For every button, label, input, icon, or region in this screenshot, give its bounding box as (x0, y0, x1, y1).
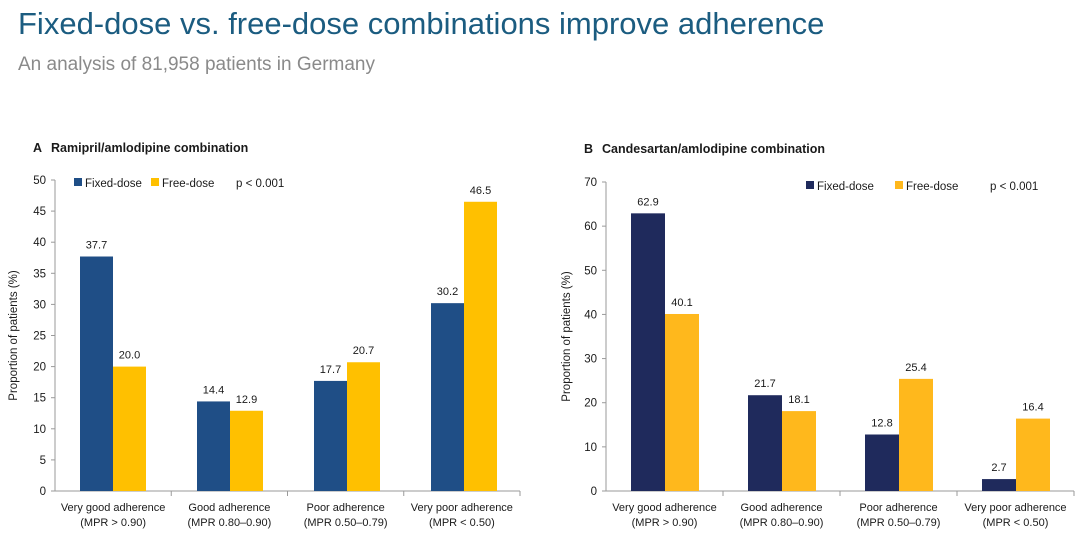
bar-free-dose-2 (782, 411, 816, 491)
x-category-sublabel: (MPR 0.50–0.79) (857, 517, 941, 529)
bar-fixed-dose-4 (431, 303, 464, 491)
data-label: 46.5 (470, 185, 491, 197)
y-tick-label: 45 (33, 206, 46, 218)
panel-title-text: Ramipril/amlodipine combination (51, 141, 248, 155)
y-tick-label: 50 (584, 265, 597, 277)
bar-free-dose-3 (347, 362, 380, 491)
y-tick-label: 60 (584, 221, 597, 233)
x-category-label: Poor adherence (859, 502, 937, 514)
legend-swatch (895, 181, 903, 189)
legend: Fixed-dose Free-dose p < 0.001 (806, 181, 1038, 193)
y-tick-label: 30 (584, 354, 597, 366)
bar-free-dose-4 (464, 201, 497, 491)
legend-label: Free-dose (906, 181, 958, 193)
bar-fixed-dose-2 (748, 395, 782, 491)
y-axis-label: Proportion of patients (%) (8, 270, 20, 401)
x-category-label: Good adherence (188, 502, 270, 514)
legend: Fixed-dose Free-dose p < 0.001 (74, 178, 284, 190)
y-tick-label: 35 (33, 268, 46, 280)
bar-fixed-dose-1 (631, 213, 665, 491)
y-tick-label: 0 (40, 486, 46, 498)
y-tick-label: 10 (584, 442, 597, 454)
bar-free-dose-3 (899, 378, 933, 491)
p-value-annotation: p < 0.001 (990, 181, 1038, 193)
bar-fixed-dose-2 (197, 401, 230, 491)
data-label: 30.2 (437, 286, 458, 298)
x-category-sublabel: (MPR 0.80–0.90) (187, 517, 271, 529)
panel-letter: B (584, 142, 593, 156)
data-label: 20.0 (119, 350, 140, 362)
data-label: 12.8 (871, 417, 892, 429)
y-tick-label: 30 (33, 299, 46, 311)
y-axis-label: Proportion of patients (%) (561, 271, 573, 402)
data-label: 20.7 (353, 345, 374, 357)
y-tick-label: 20 (584, 398, 597, 410)
data-label: 16.4 (1022, 402, 1043, 414)
legend-swatch (74, 178, 82, 186)
bar-fixed-dose-3 (865, 434, 899, 491)
bar-free-dose-2 (230, 410, 263, 491)
x-category-label: Very poor adherence (964, 502, 1066, 514)
panel-title: B Candesartan/amlodipine combination (584, 142, 825, 156)
x-category-sublabel: (MPR > 0.90) (80, 517, 146, 529)
data-label: 14.4 (203, 384, 224, 396)
x-category-label: Very poor adherence (411, 502, 513, 514)
y-tick-label: 20 (33, 362, 46, 374)
data-label: 62.9 (637, 196, 658, 208)
data-label: 17.7 (320, 364, 341, 376)
legend-label: Fixed-dose (817, 181, 874, 193)
data-label: 18.1 (788, 394, 809, 406)
y-tick-label: 25 (33, 331, 46, 343)
y-tick-label: 5 (40, 455, 46, 467)
x-category-label: Good adherence (741, 502, 823, 514)
y-tick-label: 40 (584, 309, 597, 321)
chart-panel-a: A Ramipril/amlodipine combination 0 5 10 15 20… (8, 141, 521, 529)
data-label: 21.7 (754, 378, 775, 390)
panel-letter: A (33, 141, 42, 155)
bar-free-dose-4 (1016, 418, 1050, 491)
y-tick-label: 0 (591, 486, 597, 498)
y-tick-label: 15 (33, 393, 46, 405)
legend-label: Fixed-dose (85, 178, 142, 190)
data-label: 25.4 (905, 362, 926, 374)
y-tick-label: 10 (33, 424, 46, 436)
data-label: 12.9 (236, 394, 257, 406)
legend-swatch (806, 181, 814, 189)
page-subtitle: An analysis of 81,958 patients in German… (18, 54, 375, 75)
y-tick-label: 50 (33, 175, 46, 187)
x-category-sublabel: (MPR < 0.50) (429, 517, 495, 529)
page-title: Fixed-dose vs. free-dose combinations im… (18, 6, 825, 41)
data-label: 40.1 (671, 297, 692, 309)
data-label: 37.7 (86, 240, 107, 252)
x-category-sublabel: (MPR < 0.50) (983, 517, 1049, 529)
panel-title: A Ramipril/amlodipine combination (33, 141, 248, 155)
p-value-annotation: p < 0.001 (236, 178, 284, 190)
data-label: 2.7 (991, 462, 1006, 474)
bar-fixed-dose-4 (982, 479, 1016, 491)
x-category-label: Poor adherence (306, 502, 384, 514)
bar-free-dose-1 (665, 313, 699, 491)
panel-title-text: Candesartan/amlodipine combination (602, 142, 825, 156)
x-category-label: Very good adherence (61, 502, 166, 514)
x-category-label: Very good adherence (612, 502, 717, 514)
legend-swatch (151, 178, 159, 186)
legend-label: Free-dose (162, 178, 214, 190)
x-category-sublabel: (MPR 0.80–0.90) (740, 517, 824, 529)
y-tick-label: 70 (584, 177, 597, 189)
y-tick-label: 40 (33, 237, 46, 249)
bar-free-dose-1 (113, 366, 146, 491)
x-category-sublabel: (MPR > 0.90) (632, 517, 698, 529)
chart-panel-b: B Candesartan/amlodipine combination 0 10 20… (561, 142, 1075, 529)
x-category-sublabel: (MPR 0.50–0.79) (304, 517, 388, 529)
bar-fixed-dose-3 (314, 380, 347, 491)
bar-fixed-dose-1 (80, 256, 113, 491)
